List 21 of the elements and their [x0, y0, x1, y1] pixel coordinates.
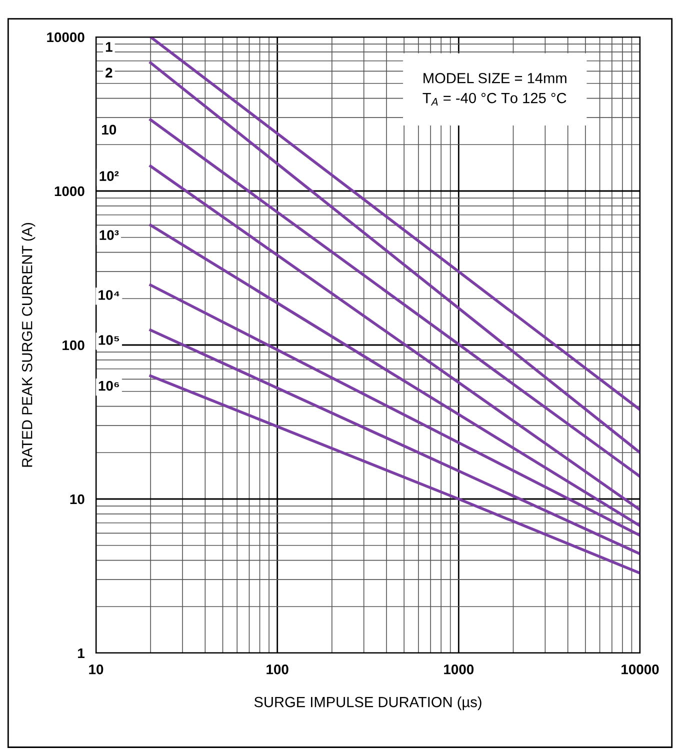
text: 2 [106, 68, 112, 78]
text: 10 [102, 124, 116, 135]
text: 10⁶ [98, 380, 119, 391]
x-tick-label: 1000 [444, 664, 474, 674]
y-tick-label: 1000 [54, 186, 84, 196]
y-tick-label: 10 [70, 494, 84, 504]
text: 10⁴ [98, 290, 120, 300]
x-tick-label: 100 [266, 664, 288, 674]
y-tick-label: 1 [78, 648, 85, 658]
y-tick-label: 100 [62, 340, 84, 350]
x-tick-label: 10 [89, 664, 104, 674]
y-tick-label: 10000 [47, 32, 84, 42]
y-axis-title: RATED PEAK SURGE CURRENT (A) [22, 223, 36, 467]
annotation: T$_{A}$ = -40 °C To 125 °C [422, 92, 566, 106]
text: 10³ [100, 230, 119, 240]
x-axis-title: SURGE IMPULSE DURATION (µs) [254, 696, 482, 710]
x-tick-label: 10000 [622, 664, 659, 674]
annotation: MODEL SIZE = 14mm [424, 72, 566, 84]
text: 10² [100, 171, 119, 181]
text: 10⁵ [98, 335, 120, 345]
text: 1 [106, 42, 112, 52]
